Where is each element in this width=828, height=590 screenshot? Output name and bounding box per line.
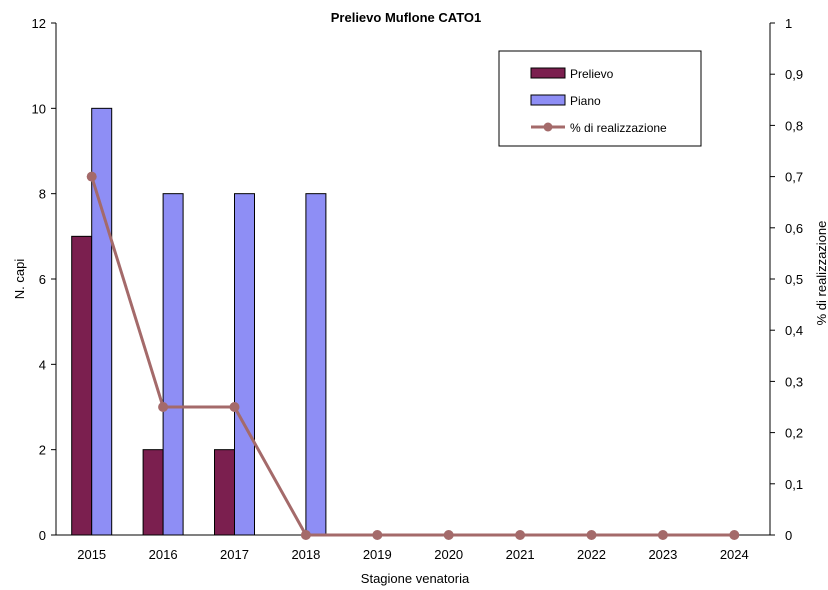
y-tick-label: 6 xyxy=(39,272,46,287)
y-tick-label: 12 xyxy=(32,16,46,31)
y2-tick-label: 0,3 xyxy=(785,374,803,389)
y2-tick-label: 0,4 xyxy=(785,323,803,338)
bars-layer xyxy=(71,107,327,536)
y2-tick-label: 0,1 xyxy=(785,477,803,492)
legend-marker-realizzazione xyxy=(543,122,553,132)
y-tick-label: 8 xyxy=(39,187,46,202)
y2-tick-label: 0,7 xyxy=(785,170,803,185)
x-tick-label: 2016 xyxy=(149,547,178,562)
y2-tick-label: 0,2 xyxy=(785,426,803,441)
legend-swatch-prelievo xyxy=(530,67,566,79)
point-realizzazione-2021 xyxy=(515,530,526,540)
y-axis-title: N. capi xyxy=(12,259,27,300)
x-tick-label: 2023 xyxy=(648,547,677,562)
legend: Prelievo Piano % di realizzazione xyxy=(498,50,702,147)
x-tick-label: 2020 xyxy=(434,547,463,562)
y2-tick-label: 0 xyxy=(785,528,792,543)
y-tick-label: 2 xyxy=(39,443,46,458)
legend-label-prelievo: Prelievo xyxy=(570,67,614,81)
chart-title: Prelievo Muflone CATO1 xyxy=(331,10,482,25)
point-realizzazione-2020 xyxy=(443,530,454,540)
x-tick-label: 2022 xyxy=(577,547,606,562)
y2-tick-label: 0,5 xyxy=(785,272,803,287)
bar-piano-2016 xyxy=(162,193,184,536)
point-realizzazione-2019 xyxy=(372,530,383,540)
y2-tick-label: 0,8 xyxy=(785,118,803,133)
line-layer xyxy=(86,171,740,540)
x-tick-label: 2021 xyxy=(506,547,535,562)
legend-label-realizzazione: % di realizzazione xyxy=(570,121,667,135)
bar-piano-2017 xyxy=(234,193,255,536)
bar-prelievo-2016 xyxy=(142,449,164,536)
y-tick-label: 0 xyxy=(39,528,46,543)
y2-tick-label: 0,9 xyxy=(785,67,803,82)
legend-swatch-piano xyxy=(530,94,566,106)
y-tick-label: 10 xyxy=(32,101,46,116)
point-realizzazione-2022 xyxy=(586,530,597,540)
y2-tick-label: 0,6 xyxy=(785,221,803,236)
point-realizzazione-2023 xyxy=(657,530,668,540)
axes-layer: 0 2 4 6 8 10 12 0 0,1 0,2 0,3 0,4 0,5 0,6 0,7 0,8 0,9 1 20… xyxy=(32,16,804,562)
point-realizzazione-2017 xyxy=(229,402,240,412)
y2-axis-title: % di realizzazione xyxy=(814,221,828,326)
bar-prelievo-2017 xyxy=(214,449,235,536)
point-realizzazione-2024 xyxy=(729,530,740,540)
bar-piano-2015 xyxy=(91,107,113,536)
x-tick-label: 2018 xyxy=(291,547,320,562)
x-tick-label: 2015 xyxy=(77,547,106,562)
x-tick-label: 2024 xyxy=(720,547,749,562)
x-tick-label: 2019 xyxy=(363,547,392,562)
point-realizzazione-2018 xyxy=(300,530,311,540)
point-realizzazione-2015 xyxy=(86,171,97,182)
legend-label-piano: Piano xyxy=(570,94,601,108)
y-tick-label: 4 xyxy=(39,357,46,372)
point-realizzazione-2016 xyxy=(158,402,169,412)
line-realizzazione xyxy=(90,176,735,537)
x-tick-label: 2017 xyxy=(220,547,249,562)
x-axis-title: Stagione venatoria xyxy=(361,571,470,586)
bar-piano-2018 xyxy=(305,193,327,536)
bar-prelievo-2015 xyxy=(71,235,93,536)
y2-tick-label: 1 xyxy=(785,16,792,31)
